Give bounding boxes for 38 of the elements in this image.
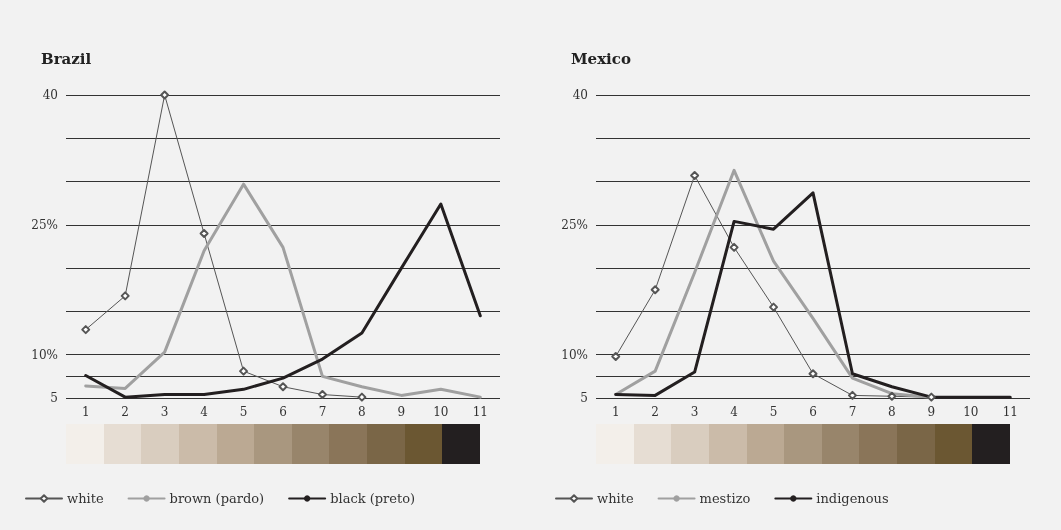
x-tick-label: 8 <box>358 405 366 419</box>
legend-label: black (preto) <box>330 491 416 506</box>
y-tick-label: 5 <box>580 391 588 405</box>
x-tick-label: 11 <box>1002 405 1018 419</box>
x-tick-label: 10 <box>963 405 979 419</box>
x-tick-label: 5 <box>769 405 778 419</box>
x-tick-label: 11 <box>472 405 488 419</box>
y-tick-label: 40 <box>42 88 58 102</box>
legend-label: white <box>597 491 634 506</box>
x-tick-label: 5 <box>239 405 248 419</box>
x-tick-label: 9 <box>927 405 936 419</box>
y-tick-label: 10% <box>561 347 588 362</box>
legend-label: mestizo <box>699 491 751 506</box>
y-tick-label: 25% <box>31 217 58 232</box>
chart-title: Mexico <box>571 49 631 68</box>
legend-label: brown (pardo) <box>169 491 265 506</box>
x-tick-label: 2 <box>121 405 129 419</box>
x-tick-label: 2 <box>651 405 659 419</box>
x-tick-label: 4 <box>730 405 739 419</box>
x-tick-label: 1 <box>611 405 620 419</box>
y-tick-label: 25% <box>561 217 588 232</box>
x-tick-label: 3 <box>160 405 169 419</box>
legend-label: white <box>67 491 104 506</box>
y-tick-label: 5 <box>50 391 58 405</box>
y-tick-label: 40 <box>572 88 588 102</box>
x-tick-label: 3 <box>690 405 699 419</box>
x-tick-label: 6 <box>279 405 287 419</box>
y-tick-label: 10% <box>31 347 58 362</box>
chart-title: Brazil <box>41 49 92 68</box>
x-tick-label: 9 <box>397 405 406 419</box>
x-tick-label: 1 <box>81 405 90 419</box>
x-tick-label: 7 <box>848 405 857 419</box>
x-tick-label: 6 <box>809 405 817 419</box>
legend-label: indigenous <box>816 491 889 506</box>
x-tick-label: 10 <box>433 405 449 419</box>
x-tick-label: 7 <box>318 405 327 419</box>
x-tick-label: 4 <box>200 405 209 419</box>
x-tick-label: 8 <box>888 405 896 419</box>
